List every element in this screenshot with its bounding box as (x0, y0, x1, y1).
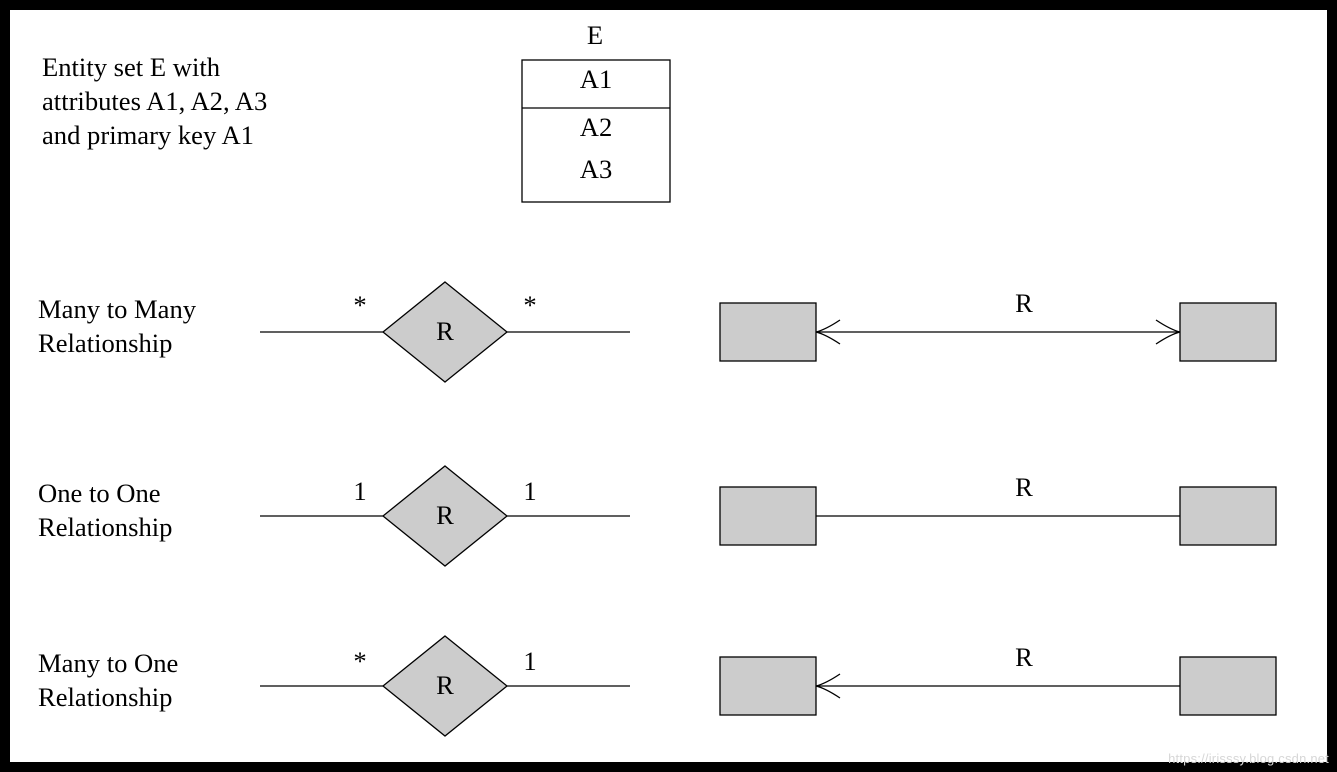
relationship-label-line: One to One (38, 478, 161, 508)
diamond-label: R (436, 670, 454, 700)
cardinality-symbol: * (353, 646, 366, 676)
entity-description-line: Entity set E with (42, 52, 220, 82)
entity-description-line: and primary key A1 (42, 120, 254, 150)
cardinality-symbol: 1 (523, 646, 536, 676)
uml-entity-box-left (720, 487, 816, 545)
cardinality-symbol: 1 (353, 476, 366, 506)
relationship-label-line: Many to One (38, 648, 178, 678)
cardinality-symbol: * (523, 290, 536, 320)
diamond-label: R (436, 500, 454, 530)
uml-entity-box-right (1180, 487, 1276, 545)
uml-relationship-label: R (1015, 642, 1033, 672)
relationship-label-line: Relationship (38, 328, 172, 358)
entity-description-line: attributes A1, A2, A3 (42, 86, 267, 116)
diamond-label: R (436, 316, 454, 346)
watermark-text: https://irisssy.blog.csdn.net (1168, 751, 1329, 766)
relationship-label-line: Many to Many (38, 294, 197, 324)
entity-attribute: A2 (580, 112, 613, 142)
cardinality-symbol: * (353, 290, 366, 320)
entity-attribute: A1 (580, 64, 613, 94)
uml-entity-box-left (720, 303, 816, 361)
uml-relationship-label: R (1015, 472, 1033, 502)
uml-entity-box-right (1180, 657, 1276, 715)
uml-relationship-label: R (1015, 288, 1033, 318)
diagram-frame: Entity set E with attributes A1, A2, A3 an… (0, 0, 1337, 772)
relationship-label-line: Relationship (38, 682, 172, 712)
er-diagram-svg: Entity set E with attributes A1, A2, A3 an… (0, 0, 1337, 772)
uml-entity-box-left (720, 657, 816, 715)
entity-attribute: A3 (580, 154, 613, 184)
cardinality-symbol: 1 (523, 476, 536, 506)
entity-title: E (587, 20, 603, 50)
relationship-label-line: Relationship (38, 512, 172, 542)
uml-entity-box-right (1180, 303, 1276, 361)
